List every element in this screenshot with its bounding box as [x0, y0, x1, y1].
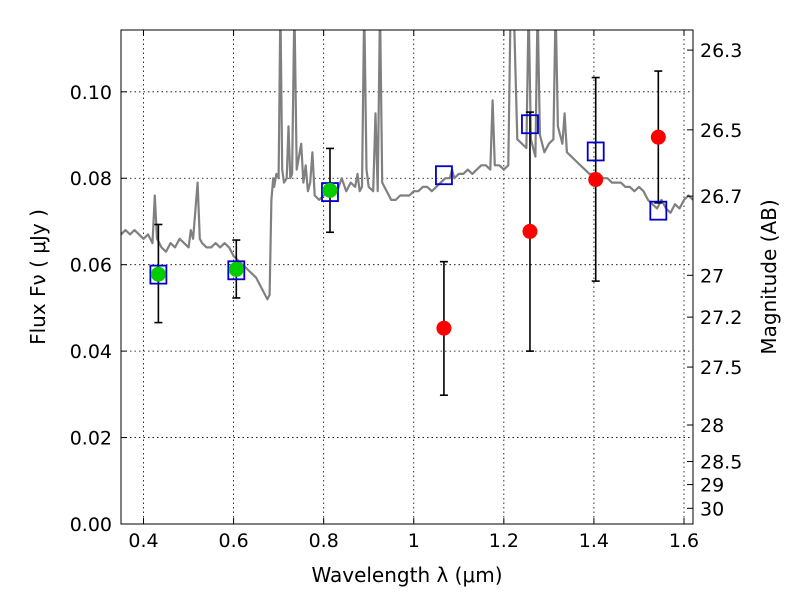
x-axis-label: Wavelength λ (μm)	[311, 563, 502, 587]
green-data-point	[322, 182, 338, 198]
spectrum-layer	[121, 30, 693, 301]
model-square	[227, 260, 246, 281]
x-tick-label: 0.4	[128, 530, 158, 552]
errorbar-layer	[154, 70, 663, 397]
red-data-point	[650, 129, 666, 145]
green-data-point	[228, 261, 244, 277]
mag-tick-label: 27.2	[700, 307, 742, 329]
mag-tick-label: 26.3	[700, 40, 742, 62]
mag-tick-label: 28	[700, 415, 724, 437]
mag-tick-label: 30	[700, 498, 724, 520]
x-tick-label: 0.6	[218, 530, 248, 552]
model-square	[435, 165, 453, 186]
model-square	[649, 200, 668, 221]
y-tick-label: 0.02	[70, 428, 112, 450]
model-square-layer	[149, 114, 668, 285]
y-axis-right-label: Magnitude (AB)	[757, 199, 781, 354]
x-axis: 0.4 0.6 0.8 1 1.2 1.4 1.6	[128, 30, 699, 552]
plot-frame	[120, 29, 694, 525]
mag-tick-label: 26.5	[700, 120, 742, 142]
photometry-point-layer	[150, 129, 666, 336]
x-tick-label: 1.4	[579, 530, 609, 552]
model-spectrum-line	[121, 30, 693, 301]
y-axis-label: Flux Fν ( μJy )	[26, 209, 50, 345]
y-tick-label: 0.06	[70, 255, 112, 277]
y-tick-label: 0.08	[70, 168, 112, 190]
red-data-point	[522, 223, 538, 239]
mag-tick-label: 27.5	[700, 357, 742, 379]
mag-tick-label: 27	[700, 265, 724, 287]
grid-lines	[121, 30, 693, 524]
mag-tick-label: 29	[700, 475, 724, 497]
model-square	[149, 264, 168, 285]
model-square	[586, 141, 605, 162]
x-tick-label: 0.8	[309, 530, 339, 552]
y-tick-label: 0.00	[70, 514, 112, 536]
red-data-point	[436, 320, 452, 336]
y-tick-label: 0.10	[70, 82, 112, 104]
x-tick-label: 1.6	[669, 530, 699, 552]
red-data-point	[588, 172, 604, 188]
x-tick-label: 1.2	[489, 530, 519, 552]
mag-tick-label: 26.7	[700, 186, 742, 208]
model-square	[521, 114, 539, 135]
x-tick-label: 1	[408, 530, 420, 552]
y-axis-left: 0.00 0.02 0.04 0.06 0.08 0.10	[70, 82, 127, 536]
green-data-point	[150, 266, 166, 282]
mag-tick-label: 28.5	[700, 452, 742, 474]
y-tick-label: 0.04	[70, 341, 112, 363]
